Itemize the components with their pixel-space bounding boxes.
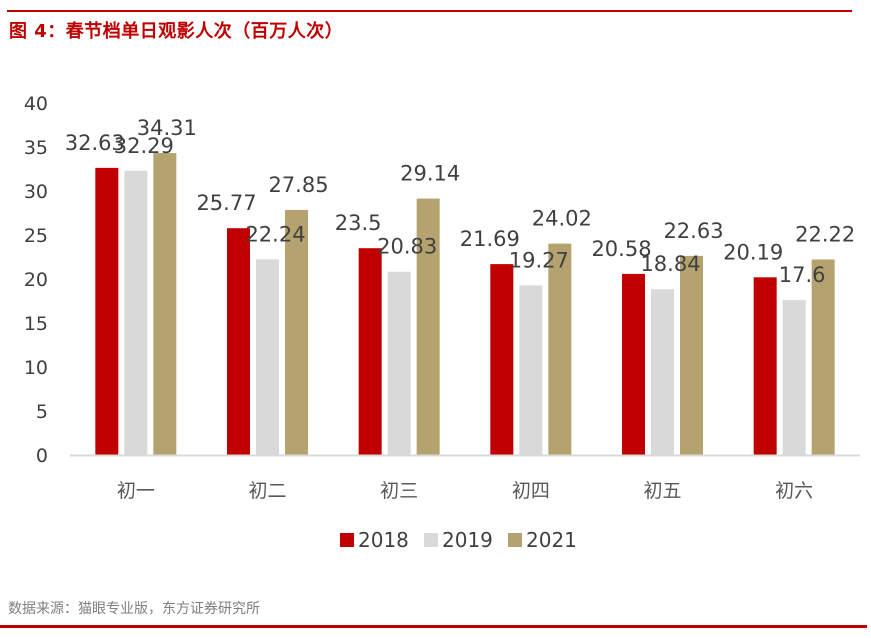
- bar-2018-初五: [622, 273, 645, 455]
- y-tick-label: 25: [24, 225, 48, 247]
- data-label: 27.85: [268, 173, 328, 197]
- data-label: 17.6: [779, 263, 826, 287]
- data-label: 22.22: [795, 222, 855, 246]
- data-label: 25.77: [196, 191, 256, 215]
- bar-2021-初一: [153, 153, 177, 455]
- x-category-label: 初二: [248, 480, 286, 502]
- figure-title: 图 4：春节档单日观影人次（百万人次）: [9, 21, 344, 42]
- data-label: 32.29: [114, 134, 174, 158]
- data-label: 32.63: [65, 131, 125, 155]
- bar-2019-初三: [387, 271, 411, 455]
- data-label: 20.19: [723, 240, 783, 264]
- bar-2021-初三: [416, 198, 440, 455]
- bar-2019-初一: [124, 170, 148, 455]
- bar-2018-初三: [358, 248, 382, 455]
- y-tick-label: 30: [24, 181, 48, 203]
- bottom-rule: [0, 625, 867, 628]
- y-tick-label: 15: [24, 313, 48, 335]
- y-tick-label: 40: [24, 93, 48, 115]
- x-category-label: 初四: [512, 480, 550, 502]
- bar-2018-初二: [227, 228, 250, 455]
- data-label: 20.58: [591, 237, 651, 261]
- legend-swatch: [340, 533, 354, 547]
- bar-2021-初二: [285, 209, 308, 455]
- data-label: 24.02: [532, 207, 592, 231]
- y-tick-label: 20: [24, 269, 48, 291]
- bar-2021-初四: [548, 243, 572, 455]
- bars: [95, 153, 835, 455]
- x-axis-categories: 初一 初二 初三 初四 初五 初六: [117, 480, 813, 502]
- legend-item-2021: 2021: [508, 528, 577, 552]
- data-label: 20.83: [377, 235, 437, 259]
- legend: 2018 2019 2021: [340, 528, 577, 552]
- data-label: 34.31: [137, 116, 197, 140]
- x-category-label: 初一: [117, 480, 155, 502]
- bar-2019-初四: [519, 285, 543, 455]
- bar-2021-初五: [680, 255, 703, 455]
- top-rule: [7, 10, 852, 12]
- legend-swatch: [424, 533, 438, 547]
- data-label: 29.14: [400, 162, 460, 186]
- bar-2018-初四: [490, 264, 514, 455]
- bar-2019-初五: [651, 289, 674, 455]
- x-category-label: 初六: [775, 480, 813, 502]
- y-tick-label: 5: [36, 401, 48, 423]
- bar-2019-初二: [256, 259, 279, 455]
- data-label: 18.84: [640, 252, 700, 276]
- bar-2018-初一: [95, 167, 119, 455]
- legend-label: 2018: [358, 528, 409, 552]
- data-label: 21.69: [460, 227, 520, 251]
- bar-2021-初六: [811, 259, 835, 455]
- data-label: 19.27: [509, 248, 569, 272]
- x-category-label: 初三: [380, 480, 418, 502]
- data-label: 22.63: [663, 219, 723, 243]
- legend-label: 2021: [526, 528, 577, 552]
- legend-label: 2019: [442, 528, 493, 552]
- y-tick-label: 35: [24, 137, 48, 159]
- data-label: 22.24: [245, 222, 305, 246]
- legend-item-2019: 2019: [424, 528, 493, 552]
- data-label: 23.5: [335, 211, 382, 235]
- legend-item-2018: 2018: [340, 528, 409, 552]
- y-tick-label: 0: [36, 445, 48, 467]
- bar-2018-初六: [753, 277, 777, 455]
- legend-swatch: [508, 533, 522, 547]
- y-axis-ticks: 0 5 10 15 20 25 30 35 40: [24, 93, 48, 467]
- source-note: 数据来源：猫眼专业版，东方证券研究所: [8, 601, 260, 617]
- bar-2019-初六: [782, 300, 806, 455]
- y-tick-label: 10: [24, 357, 48, 379]
- x-category-label: 初五: [643, 480, 681, 502]
